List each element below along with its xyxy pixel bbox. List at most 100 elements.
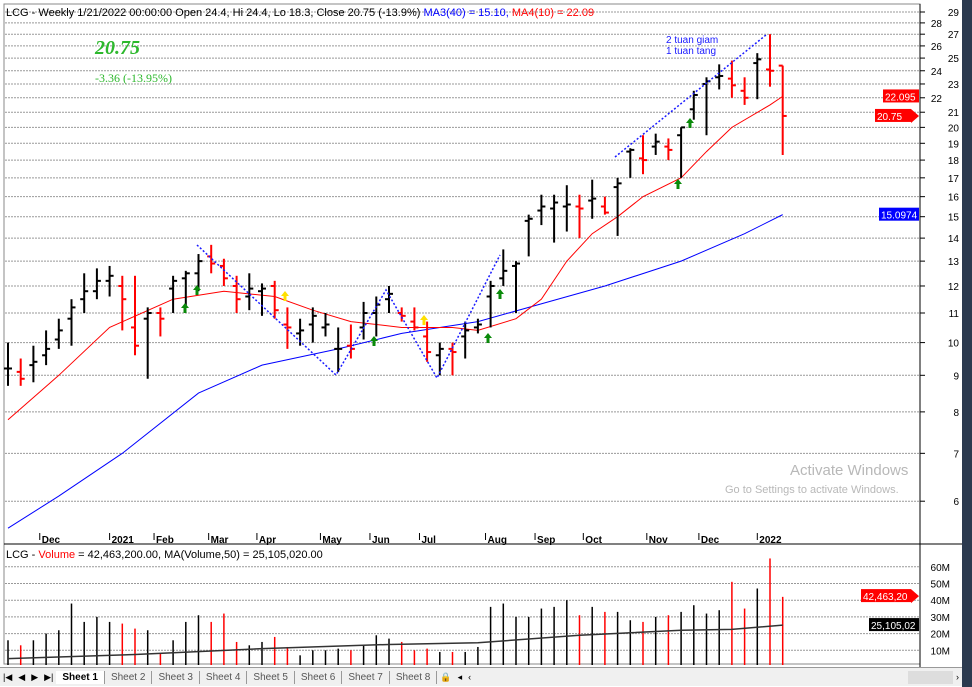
tab-list: Sheet 1 Sheet 2 Sheet 3 Sheet 4 Sheet 5 Sheet… <box>56 670 438 684</box>
ma3-badge <box>879 207 919 221</box>
buy-arrow-icon <box>193 285 201 295</box>
month-label: Dec <box>701 535 720 546</box>
price-tick: 28 <box>931 19 943 30</box>
price-tick: 9 <box>953 371 959 382</box>
next-sheet-button[interactable]: ▶ <box>31 671 39 682</box>
ma3-info: MA3(40) = 15.10, <box>423 7 509 19</box>
price-tick: 23 <box>948 80 960 91</box>
price-tick: 8 <box>953 408 959 419</box>
volume-ma-badge <box>869 618 919 632</box>
month-label: May <box>322 535 342 546</box>
price-tick: 17 <box>948 174 960 185</box>
price-tick: 25 <box>948 54 960 65</box>
month-label: Dec <box>42 535 61 546</box>
volume-ma-line <box>7 624 783 660</box>
price-tick: 13 <box>948 257 960 268</box>
ma4-badge-text: 22.095 <box>885 92 916 103</box>
price-tick: 7 <box>953 449 959 460</box>
price-tick: 29 <box>948 8 960 19</box>
month-label: Jun <box>372 535 390 546</box>
vol-info: = 42,463,200.00, MA(Volume,50) = 25,105,… <box>75 549 323 561</box>
price-tick: 26 <box>931 42 943 53</box>
buy-arrow-icon <box>370 336 378 346</box>
tab-sheet-1[interactable]: Sheet 1 <box>56 670 105 684</box>
month-label: Feb <box>156 535 174 546</box>
month-label: Aug <box>488 535 507 546</box>
month-label: Mar <box>211 535 229 546</box>
price-tick: 10 <box>948 339 960 350</box>
price-tick: 14 <box>948 234 960 245</box>
tab-sheet-2[interactable]: Sheet 2 <box>105 670 153 684</box>
close-badge-text: 20.75 <box>877 112 902 123</box>
annotation-note: 2 tuan giam 1 tuan tang <box>666 35 718 57</box>
volume-header: LCG - Volume = 42,463,200.00, MA(Volume,… <box>6 549 323 561</box>
buy-arrow-icon <box>181 303 189 313</box>
price-tick: 12 <box>948 282 960 293</box>
month-label: 2022 <box>759 535 782 546</box>
volume-badge <box>861 589 911 603</box>
price-tick: 22 <box>931 94 943 105</box>
tab-sheet-7[interactable]: Sheet 7 <box>342 670 390 684</box>
signal-arrow-icon <box>281 291 289 301</box>
sheet-tabs: |◀ ◀ ▶ ▶| Sheet 1 Sheet 2 Sheet 3 Sheet 4 Sh… <box>0 667 962 686</box>
trendline-dotted <box>196 244 501 380</box>
tab-sheet-5[interactable]: Sheet 5 <box>247 670 295 684</box>
ma10-line <box>7 95 783 421</box>
chart-canvas[interactable]: 29 28 27 26 25 24 23 22 21 20 19 18 17 16 15 14 13 12 11 10… <box>0 0 962 667</box>
ma4-info: MA4(10) = 22.09 <box>511 7 595 19</box>
price-tick: 18 <box>948 156 960 167</box>
note-line: 2 tuan giam <box>666 35 719 46</box>
buy-arrow-icon <box>686 118 694 128</box>
trendline-dotted <box>614 34 767 158</box>
price-tick: 19 <box>948 139 960 150</box>
note-line: 1 tuan tang <box>666 46 717 57</box>
signal-arrow-icon <box>420 315 428 325</box>
tab-sheet-6[interactable]: Sheet 6 <box>295 670 343 684</box>
price-tick: 24 <box>931 67 943 78</box>
last-price: 20.75 <box>95 37 140 59</box>
vol-tick: 50M <box>931 580 950 591</box>
month-label: Sep <box>537 535 555 546</box>
prev-sheet-button[interactable]: ◀ <box>18 671 26 682</box>
buy-arrow-icon <box>484 333 492 343</box>
volume-badge-text: 42,463,20 <box>863 592 908 603</box>
sheet-scroll-left[interactable]: ◂ <box>457 671 463 682</box>
ma3-badge-text: 15.0974 <box>881 211 918 222</box>
scroll-right-button[interactable]: › <box>956 672 959 682</box>
price-tick: 11 <box>949 309 960 320</box>
price-tick: 6 <box>953 497 959 508</box>
activate-watermark: Activate Windows <box>790 462 909 479</box>
price-tick: 21 <box>948 108 960 119</box>
activate-watermark-sub: Go to Settings to activate Windows. <box>725 484 899 496</box>
vol-tick: 60M <box>931 563 950 574</box>
first-sheet-button[interactable]: |◀ <box>3 671 13 682</box>
vol-tick: 20M <box>931 630 950 641</box>
month-label: Jul <box>421 535 436 546</box>
price-header: LCG - Weekly 1/21/2022 00:00:00 Open 24.… <box>6 7 594 19</box>
vol-tick: 30M <box>931 613 950 624</box>
tab-sheet-8[interactable]: Sheet 8 <box>390 670 438 684</box>
price-tick: 16 <box>948 193 960 204</box>
month-label: Apr <box>259 535 276 546</box>
month-label: Oct <box>585 535 602 546</box>
vol-tick: 40M <box>931 596 950 607</box>
vol-tick: 10M <box>931 646 950 657</box>
last-sheet-button[interactable]: ▶| <box>44 671 54 682</box>
volume-badge-pointer <box>911 589 919 604</box>
lock-icon[interactable]: 🔒 <box>440 671 452 682</box>
month-label: 2021 <box>112 535 135 546</box>
close-badge-pointer <box>911 108 919 123</box>
month-label: Nov <box>649 535 668 546</box>
buy-arrow-icon <box>496 289 504 299</box>
tab-sheet-4[interactable]: Sheet 4 <box>200 670 248 684</box>
close-badge <box>875 108 911 122</box>
price-tick: 27 <box>948 30 960 41</box>
tab-sheet-3[interactable]: Sheet 3 <box>152 670 200 684</box>
ohlc-info: LCG - Weekly 1/21/2022 00:00:00 Open 24.… <box>6 7 421 19</box>
horizontal-scrollbar[interactable] <box>908 670 953 684</box>
scroll-left-button[interactable]: ‹ <box>468 672 472 682</box>
price-tick: 20 <box>948 123 960 134</box>
price-tick: 15 <box>948 213 960 224</box>
vol-symbol: LCG - <box>6 549 39 561</box>
